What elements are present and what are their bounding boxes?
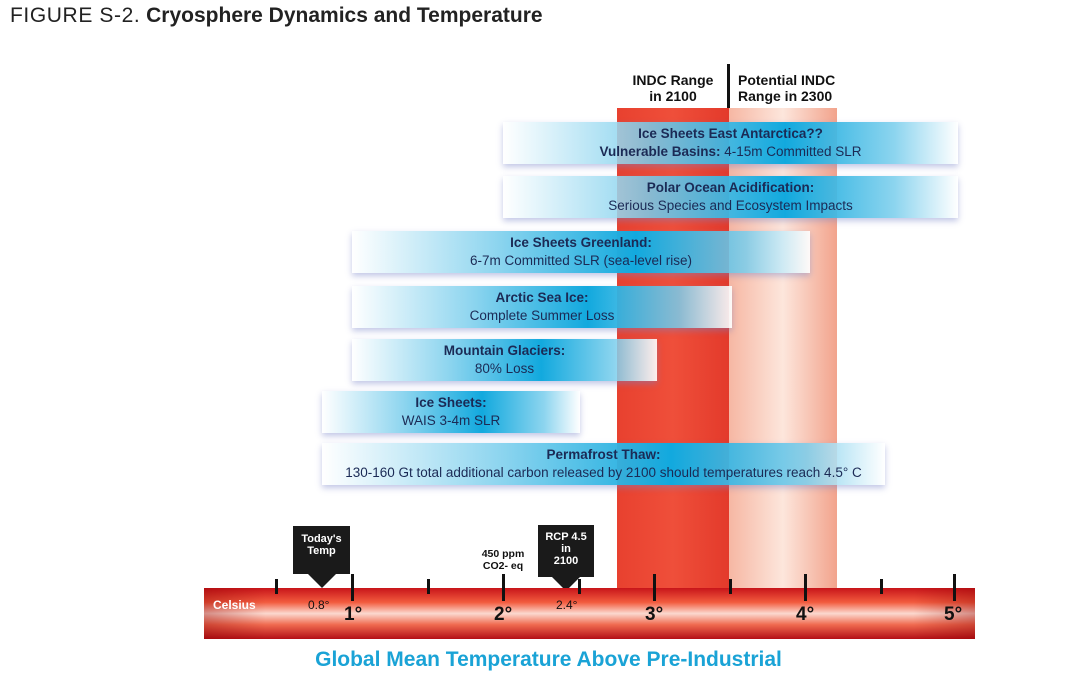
bar-title: Arctic Sea Ice: [495, 290, 589, 305]
bar-polar-ocean-acidification: Polar Ocean Acidification: Serious Speci… [503, 176, 958, 218]
bar-desc: Complete Summer Loss [469, 308, 615, 323]
bar-desc: Vulnerable Basins: 4-15m Committed SLR [599, 144, 862, 159]
bar-east-antarctica: Ice Sheets East Antarctica?? Vulnerable … [503, 122, 958, 164]
bar-title: Ice Sheets Greenland: [510, 235, 652, 250]
tick-label-2: 2° [494, 604, 513, 625]
bar-title: Polar Ocean Acidification: [646, 180, 815, 195]
bar-permafrost-thaw: Permafrost Thaw: 130-160 Gt total additi… [322, 443, 885, 485]
tick-minor [578, 579, 581, 594]
tick-label-1: 1° [344, 604, 363, 625]
scale-edge-shading [204, 588, 975, 639]
indc-divider [727, 64, 730, 108]
bar-ice-sheets-wais: Ice Sheets: WAIS 3-4m SLR [322, 391, 580, 433]
indc-2100-label: INDC Range in 2100 [632, 72, 714, 104]
bar-greenland: Ice Sheets Greenland: 6-7m Committed SLR… [352, 231, 810, 273]
tick-3 [653, 574, 656, 601]
bar-title: Mountain Glaciers: [443, 343, 566, 358]
bar-desc: 130-160 Gt total additional carbon relea… [345, 465, 862, 480]
bar-title: Ice Sheets: [415, 395, 487, 410]
today-value-label: 0.8° [308, 598, 330, 612]
tick-minor [880, 579, 883, 594]
tick-5 [953, 574, 956, 601]
bar-mountain-glaciers: Mountain Glaciers: 80% Loss [352, 339, 657, 381]
bar-title: Permafrost Thaw: [546, 447, 661, 462]
indc-2300-label: Potential INDC Range in 2300 [738, 72, 836, 104]
bar-title: Ice Sheets East Antarctica?? [638, 126, 823, 141]
tick-minor [427, 579, 430, 594]
bar-desc: 6-7m Committed SLR (sea-level rise) [469, 253, 693, 268]
tick-minor [729, 579, 732, 594]
rcp-value-label: 2.4° [556, 598, 578, 612]
tick-label-4: 4° [796, 604, 815, 625]
figure-title: FIGURE S-2. Cryosphere Dynamics and Temp… [10, 4, 543, 28]
figure-name: Cryosphere Dynamics and Temperature [146, 4, 543, 27]
figure-label: FIGURE S-2. [10, 4, 141, 27]
bar-desc: Serious Species and Ecosystem Impacts [608, 198, 853, 213]
bar-desc: WAIS 3-4m SLR [401, 413, 501, 428]
rcp-4-5-marker: RCP 4.5 in 2100 [538, 525, 594, 591]
tick-label-3: 3° [645, 604, 664, 625]
tick-1 [351, 574, 354, 601]
tick-minor [275, 579, 278, 594]
tick-4 [804, 574, 807, 601]
ppm-label: 450 ppm CO2- eq [481, 548, 525, 572]
bar-arctic-sea-ice: Arctic Sea Ice: Complete Summer Loss [352, 286, 732, 328]
today-temp-marker: Today's Temp [293, 526, 350, 588]
temperature-scale [204, 588, 975, 639]
tick-2 [502, 574, 505, 601]
axis-title: Global Mean Temperature Above Pre-Indust… [315, 648, 782, 671]
bar-desc: 80% Loss [474, 361, 535, 376]
tick-label-5: 5° [944, 604, 963, 625]
celsius-label: Celsius [213, 598, 256, 612]
